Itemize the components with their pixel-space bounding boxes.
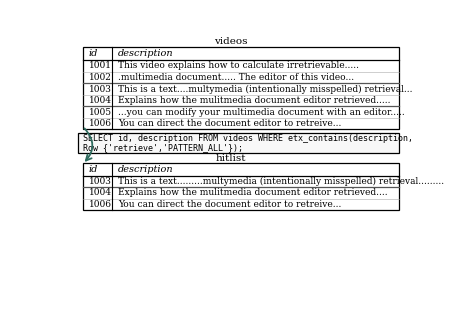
Text: You can direct the document editor to retreive...: You can direct the document editor to re… bbox=[118, 119, 342, 128]
Text: This is a text....multymedia (intentionally misspelled) retrieval...: This is a text....multymedia (intentiona… bbox=[118, 84, 413, 94]
Text: description: description bbox=[118, 49, 174, 58]
Text: This video explains how to calculate irretrievable.....: This video explains how to calculate irr… bbox=[118, 61, 359, 71]
Text: Explains how the mulitmedia document editor retrieved....: Explains how the mulitmedia document edi… bbox=[118, 188, 388, 198]
Text: 1006: 1006 bbox=[89, 200, 112, 209]
Text: 1004: 1004 bbox=[89, 188, 112, 198]
Text: .multimedia document..... The editor of this video...: .multimedia document..... The editor of … bbox=[118, 73, 355, 82]
Text: Explains how the mulitmedia document editor retrieved.....: Explains how the mulitmedia document edi… bbox=[118, 96, 391, 105]
Text: ...you can modify your multimedia document with an editor.....: ...you can modify your multimedia docume… bbox=[118, 108, 405, 117]
Text: id: id bbox=[89, 49, 98, 58]
Text: You can direct the document editor to retreive...: You can direct the document editor to re… bbox=[118, 200, 342, 209]
Text: 1006: 1006 bbox=[89, 119, 112, 128]
Bar bbox=[83, 47, 399, 129]
Text: 1005: 1005 bbox=[89, 108, 112, 117]
Text: description: description bbox=[118, 164, 174, 174]
Text: 1003: 1003 bbox=[89, 84, 112, 94]
Bar bbox=[83, 163, 399, 210]
Text: This is a text.........multymedia (intentionally misspelled) retrieval.........: This is a text.........multymedia (inten… bbox=[118, 177, 445, 186]
Text: Row {'retrieve','PATTERN_ALL'});: Row {'retrieve','PATTERN_ALL'}); bbox=[83, 143, 243, 152]
Text: SELECT id, description FROM videos WHERE etx_contains(description,: SELECT id, description FROM videos WHERE… bbox=[83, 134, 413, 143]
Bar bbox=[78, 133, 399, 153]
Text: 1003: 1003 bbox=[89, 177, 112, 186]
Text: 1001: 1001 bbox=[89, 61, 112, 71]
Text: hitlist: hitlist bbox=[216, 154, 246, 163]
Text: 1004: 1004 bbox=[89, 96, 112, 105]
Text: 1002: 1002 bbox=[89, 73, 112, 82]
Text: videos: videos bbox=[214, 37, 248, 46]
Text: id: id bbox=[89, 164, 98, 174]
